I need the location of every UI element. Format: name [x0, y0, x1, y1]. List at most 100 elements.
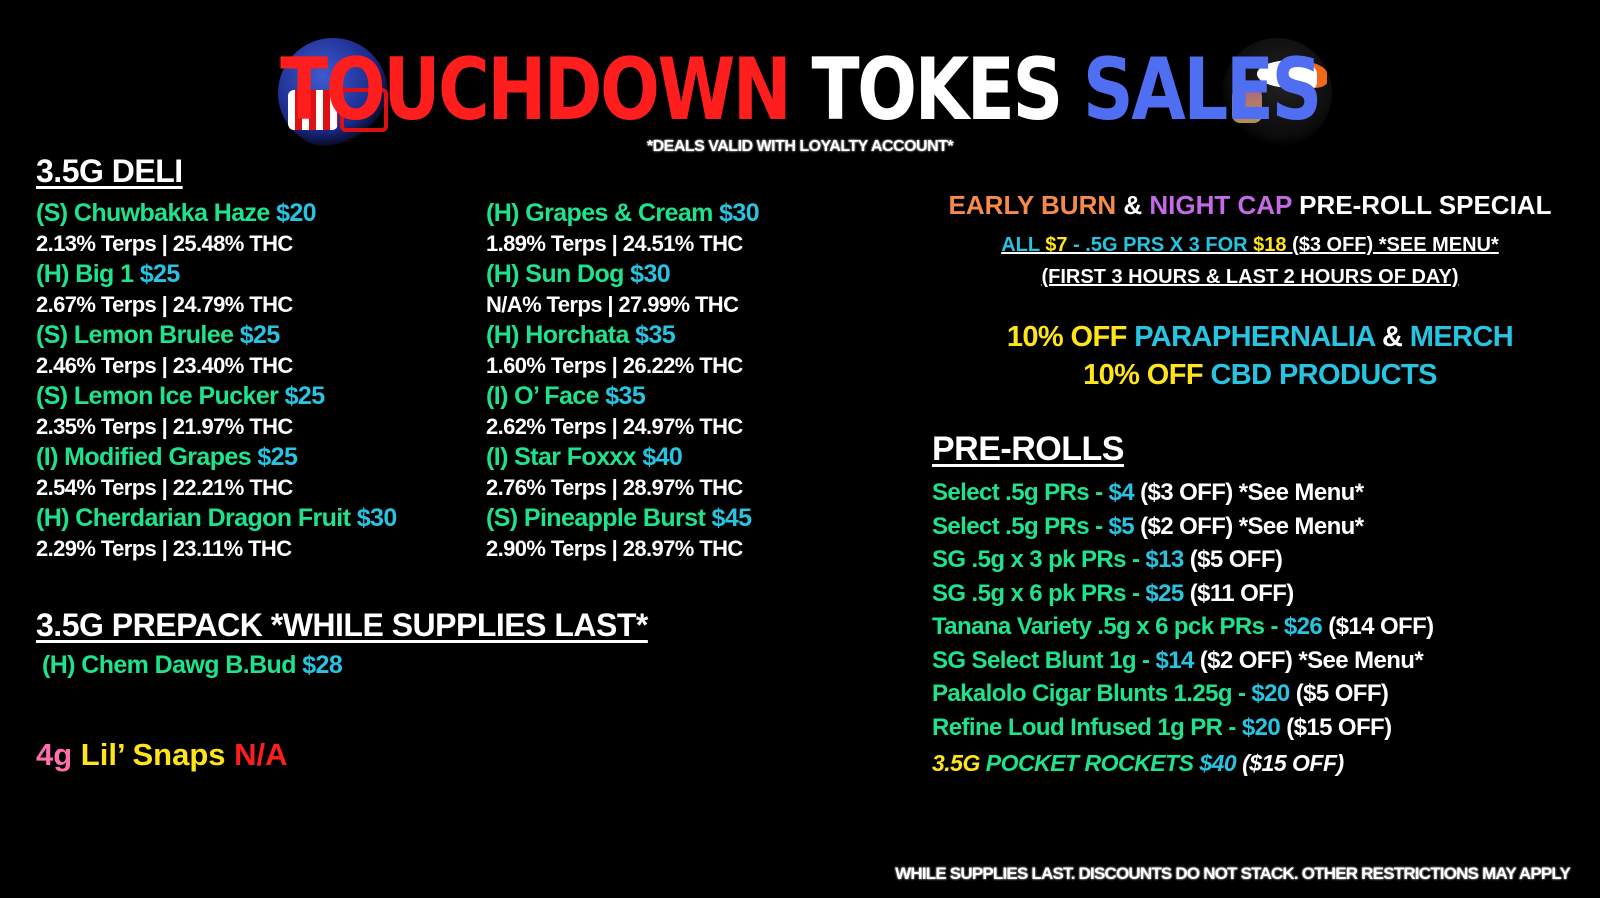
strain-label: (S) Pineapple Burst: [486, 504, 712, 532]
item-label: SG .5g x 3 pk PRs -: [932, 546, 1146, 573]
page-title: TOUCHDOWN TOKES SALES: [144, 40, 1456, 140]
prepack-list: (H) Chem Dawg B.Bud $28: [42, 650, 343, 681]
strain-price: $35: [605, 382, 646, 410]
strain-potency: 2.46% Terps | 23.40% THC: [36, 351, 397, 381]
strain-label: (H) Cherdarian Dragon Fruit: [36, 504, 357, 532]
strain-label: (S) Lemon Ice Pucker: [36, 382, 285, 410]
text-segment: TOUCHDOWN: [280, 40, 812, 140]
item-price: $26: [1283, 613, 1323, 640]
strain-price: $30: [356, 504, 398, 532]
pocket-rockets-line: 3.5G POCKET ROCKETS $40 ($15 OFF): [932, 750, 1344, 777]
item-price: $25: [1145, 579, 1184, 607]
strain-potency: 2.62% Terps | 24.97% THC: [486, 412, 759, 442]
potency-text: 2.90% Terps | 28.97% THC: [486, 536, 743, 561]
prepack-item: (H) Chem Dawg B.Bud $28: [42, 650, 343, 681]
strain-label: (S) Chuwbakka Haze: [36, 199, 277, 227]
strain-potency: 2.76% Terps | 28.97% THC: [486, 473, 759, 503]
strain-name: (S) Chuwbakka Haze $20: [36, 198, 397, 229]
strain-name: (H) Grapes & Cream $30: [486, 198, 760, 229]
potency-text: 2.62% Terps | 24.97% THC: [486, 414, 743, 439]
strain-price: $25: [239, 321, 281, 349]
strain-potency: 2.29% Terps | 23.11% THC: [36, 534, 397, 564]
text-segment: 10% OFF: [1083, 359, 1211, 391]
item-price: $20: [1251, 680, 1290, 707]
item-price: $28: [302, 651, 343, 679]
prerolls-header: PRE-ROLLS: [932, 430, 1124, 468]
potency-text: 2.35% Terps | 21.97% THC: [36, 414, 293, 439]
potency-text: 2.29% Terps | 23.11% THC: [36, 536, 292, 561]
item-label: Select .5g PRs -: [932, 479, 1109, 506]
lil-snaps-line: 4g Lil’ Snaps N/A: [36, 737, 288, 773]
strain-potency: 1.60% Terps | 26.22% THC: [486, 351, 759, 381]
strain-name: (S) Lemon Ice Pucker $25: [36, 381, 397, 412]
text-segment: TOKES: [811, 40, 1083, 140]
item-discount: ($5 OFF): [1289, 680, 1389, 707]
item-discount: ($3 OFF) *See Menu*: [1134, 479, 1364, 506]
broncos-helmet-icon: [1222, 38, 1332, 148]
strain-name: (H) Big 1 $25: [36, 259, 397, 290]
strain-price: $40: [642, 443, 683, 471]
strain-label: (I) Star Foxxx: [486, 443, 643, 471]
discount-line: 10% OFF PARAPHERNALIA & MERCH: [900, 318, 1600, 356]
loyalty-note: *DEALS VALID WITH LOYALTY ACCOUNT*: [646, 138, 954, 155]
strain-label: (H) Grapes & Cream: [486, 199, 720, 227]
strain-name: (H) Sun Dog $30: [486, 259, 759, 290]
item-discount: ($14 OFF): [1322, 613, 1434, 640]
text-segment: &: [1374, 321, 1410, 353]
deli-header: 3.5G DELI: [36, 153, 183, 189]
strain-name: (H) Horchata $35: [486, 320, 759, 351]
preroll-item: Refine Loud Infused 1g PR - $20 ($15 OFF…: [932, 711, 1434, 745]
prepack-header: 3.5G PREPACK *WHILE SUPPLIES LAST*: [36, 607, 648, 643]
strain-name: (H) Cherdarian Dragon Fruit $30: [36, 503, 397, 534]
item-price: $13: [1145, 546, 1184, 573]
strain-price: $35: [635, 321, 676, 349]
item-discount: ($15 OFF): [1280, 713, 1392, 741]
text-segment: Lil’ Snaps: [80, 737, 235, 772]
preroll-item: SG .5g x 3 pk PRs - $13 ($5 OFF): [932, 543, 1434, 577]
strain-price: $30: [630, 260, 671, 288]
potency-text: 2.67% Terps | 24.79% THC: [36, 292, 293, 317]
text-segment: N/A: [234, 737, 288, 772]
text-segment: ($3 OFF) *SEE MENU*: [1286, 234, 1499, 256]
text-segment: PRE-ROLL SPECIAL: [1291, 190, 1552, 220]
item-label: Tanana Variety .5g x 6 pck PRs -: [932, 613, 1284, 640]
strain-name: (S) Lemon Brulee $25: [36, 320, 397, 351]
patriots-helmet-icon: [278, 38, 388, 148]
item-label: (H) Chem Dawg B.Bud: [42, 651, 303, 679]
text-segment: 10% OFF: [1006, 321, 1135, 353]
strain-name: (I) Modified Grapes $25: [36, 442, 397, 473]
item-label: Refine Loud Infused 1g PR -: [932, 713, 1242, 741]
strain-price: $45: [711, 504, 753, 532]
deli-column-2: (H) Grapes & Cream $30 1.89% Terps | 24.5…: [486, 198, 760, 564]
text-segment: PARAPHERNALIA: [1134, 321, 1375, 353]
preroll-special-header: EARLY BURN & NIGHT CAP PRE-ROLL SPECIAL: [900, 190, 1600, 221]
strain-label: (I) O’ Face: [486, 382, 606, 410]
preroll-item: SG Select Blunt 1g - $14 ($2 OFF) *See M…: [932, 644, 1434, 678]
preroll-item: Tanana Variety .5g x 6 pck PRs - $26 ($1…: [932, 610, 1434, 644]
potency-text: 1.89% Terps | 24.51% THC: [486, 231, 743, 256]
potency-text: 1.60% Terps | 26.22% THC: [486, 353, 743, 378]
item-label: SG Select Blunt 1g -: [932, 646, 1156, 674]
strain-potency: 2.54% Terps | 22.21% THC: [36, 473, 397, 503]
text-segment: (FIRST 3 HOURS & LAST 2 HOURS OF DAY): [1041, 266, 1459, 288]
potency-text: 2.76% Terps | 28.97% THC: [486, 475, 743, 500]
deli-column-1: (S) Chuwbakka Haze $20 2.13% Terps | 25.4…: [36, 198, 397, 564]
strain-name: (S) Pineapple Burst $45: [486, 503, 759, 534]
item-label: Select .5g PRs -: [932, 512, 1109, 540]
text-segment: 4g: [36, 737, 81, 772]
item-discount: ($5 OFF): [1183, 546, 1283, 573]
preroll-special-terms: ALL $7 - .5G PRS X 3 FOR $18 ($3 OFF) *S…: [900, 234, 1600, 257]
strain-name: (I) Star Foxxx $40: [486, 442, 759, 473]
text-segment: $7: [1045, 234, 1068, 256]
preroll-item: Pakalolo Cigar Blunts 1.25g - $20 ($5 OF…: [932, 677, 1434, 711]
footer-disclaimer: WHILE SUPPLIES LAST. DISCOUNTS DO NOT ST…: [895, 864, 1571, 883]
potency-text: 2.54% Terps | 22.21% THC: [36, 475, 293, 500]
item-discount: ($2 OFF) *See Menu*: [1134, 512, 1364, 540]
strain-price: $25: [284, 382, 326, 410]
text-segment: $40: [1199, 750, 1237, 776]
text-segment: SALES: [1082, 40, 1322, 140]
item-price: $14: [1155, 646, 1194, 674]
text-segment: NIGHT CAP: [1149, 190, 1292, 220]
strain-label: (H) Big 1: [36, 260, 140, 288]
potency-text: N/A% Terps | 27.99% THC: [486, 292, 739, 317]
